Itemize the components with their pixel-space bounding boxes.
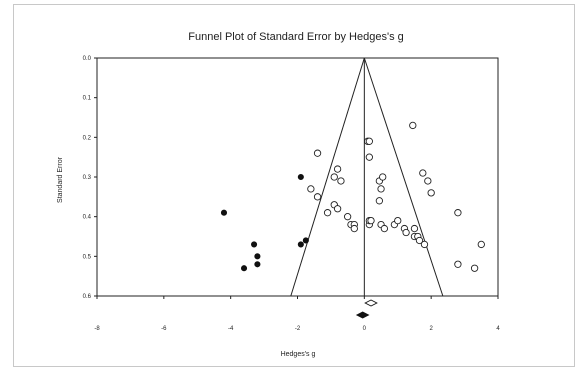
y-tick-label: 0.3	[83, 175, 92, 181]
imputed-study-point	[297, 241, 304, 248]
observed-study-point	[415, 236, 424, 245]
adjusted-summary-diamond	[355, 311, 370, 319]
x-tick-label: 4	[496, 326, 500, 332]
observed-study-point	[420, 240, 429, 249]
chart-title: Funnel Plot of Standard Error by Hedges'…	[188, 31, 404, 43]
y-tick-label: 0.4	[83, 215, 92, 221]
observed-study-point	[375, 197, 384, 205]
observed-study-point	[424, 177, 432, 185]
outer-border	[13, 4, 575, 367]
observed-summary-diamond	[364, 299, 378, 307]
funnel-right-line	[363, 57, 444, 297]
observed-study-point	[330, 173, 338, 181]
observed-study-point	[365, 153, 373, 161]
imputed-study-point	[254, 253, 261, 260]
observed-study-point	[313, 193, 322, 201]
y-axis-label: Standard Error	[57, 156, 64, 203]
x-tick-label: -2	[295, 326, 301, 332]
observed-study-point	[394, 216, 402, 225]
x-tick-label: 2	[429, 326, 433, 332]
observed-study-point	[427, 189, 435, 197]
observed-study-point	[367, 216, 375, 225]
imputed-study-point	[251, 241, 258, 248]
observed-study-point	[402, 228, 410, 237]
observed-study-point	[454, 260, 462, 268]
observed-study-point	[365, 137, 373, 145]
observed-study-point	[333, 205, 342, 213]
imputed-study-point	[297, 173, 304, 181]
observed-study-point	[333, 165, 342, 173]
observed-study-point	[377, 185, 385, 193]
observed-study-point	[477, 240, 485, 249]
y-tick-label: 0.2	[83, 135, 92, 141]
y-tick-label: 0.6	[83, 294, 92, 300]
observed-study-point	[380, 224, 389, 233]
x-tick-label: 0	[363, 326, 367, 332]
funnel-left-line	[290, 57, 365, 297]
x-tick-label: -4	[228, 326, 234, 332]
observed-study-point	[343, 213, 352, 221]
observed-study-point	[307, 185, 315, 193]
observed-study-point	[454, 209, 462, 217]
observed-study-point	[419, 169, 427, 177]
observed-study-point	[350, 224, 358, 233]
x-tick-label: -8	[94, 326, 100, 332]
x-axis-label: Hedges's g	[281, 351, 316, 358]
imputed-study-point	[220, 209, 228, 216]
observed-study-point	[313, 149, 322, 157]
observed-study-point	[337, 177, 345, 185]
imputed-study-point	[254, 261, 261, 268]
observed-study-point	[323, 209, 332, 217]
y-tick-label: 0.5	[83, 254, 92, 260]
x-tick-label: -6	[161, 326, 167, 332]
observed-study-point	[410, 224, 419, 233]
observed-study-point	[379, 173, 387, 181]
observed-study-point	[409, 121, 417, 130]
imputed-study-point	[302, 237, 309, 244]
y-tick-label: 0.0	[83, 56, 92, 62]
imputed-study-point	[240, 265, 248, 272]
y-tick-label: 0.1	[83, 96, 92, 102]
observed-study-point	[470, 264, 479, 272]
